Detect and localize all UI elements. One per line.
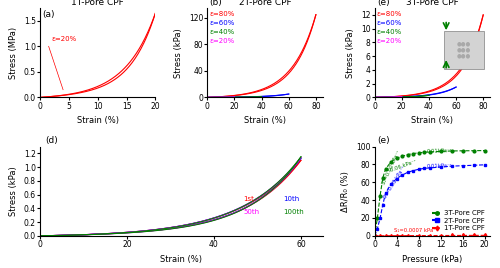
Text: ε=20%: ε=20% — [210, 38, 235, 43]
X-axis label: Strain (%): Strain (%) — [412, 116, 454, 125]
Text: 0.01kPa⁻¹: 0.01kPa⁻¹ — [427, 148, 452, 154]
Text: ε=20%: ε=20% — [377, 38, 402, 43]
Text: ε=80%: ε=80% — [377, 11, 402, 17]
Text: (e): (e) — [377, 0, 390, 7]
Text: 1st: 1st — [244, 196, 254, 202]
Text: S₁=0.08 kPa⁻¹: S₁=0.08 kPa⁻¹ — [383, 165, 407, 199]
Text: ε=60%: ε=60% — [377, 20, 402, 26]
Text: (a): (a) — [42, 10, 55, 19]
Text: S₁=0.60 kPa⁻¹: S₁=0.60 kPa⁻¹ — [381, 149, 402, 185]
Text: 10th: 10th — [283, 196, 300, 202]
X-axis label: Strain (%): Strain (%) — [76, 116, 118, 125]
Text: ε=60%: ε=60% — [210, 20, 235, 26]
X-axis label: Strain (%): Strain (%) — [244, 116, 286, 125]
Y-axis label: ΔR/R₀ (%): ΔR/R₀ (%) — [342, 171, 350, 212]
Y-axis label: Stress (kPa): Stress (kPa) — [9, 166, 18, 216]
Text: ε=40%: ε=40% — [210, 29, 235, 35]
Title: 1T-Pore CPF: 1T-Pore CPF — [72, 0, 124, 7]
Legend: 3T-Pore CPF, 2T-Pore CPF, 1T-Pore CPF: 3T-Pore CPF, 2T-Pore CPF, 1T-Pore CPF — [430, 209, 486, 232]
Y-axis label: Stress (kPa): Stress (kPa) — [346, 28, 356, 77]
X-axis label: Strain (%): Strain (%) — [160, 255, 202, 263]
Text: (e): (e) — [377, 136, 390, 145]
Text: ε=40%: ε=40% — [377, 29, 402, 35]
Y-axis label: Stress (kPa): Stress (kPa) — [174, 28, 183, 77]
Title: 3T-Pore CPF: 3T-Pore CPF — [406, 0, 458, 7]
Text: ε=20%: ε=20% — [52, 36, 77, 42]
Text: ε=80%: ε=80% — [210, 11, 235, 17]
Y-axis label: Stress (MPa): Stress (MPa) — [9, 27, 18, 79]
Text: S₁=0.0007 kPa⁻¹: S₁=0.0007 kPa⁻¹ — [394, 228, 438, 233]
Title: 2T-Pore CPF: 2T-Pore CPF — [238, 0, 292, 7]
Text: 100th: 100th — [283, 209, 304, 215]
Text: (b): (b) — [210, 0, 222, 7]
Text: (d): (d) — [46, 136, 59, 145]
Text: 50th: 50th — [244, 209, 260, 215]
FancyBboxPatch shape — [444, 31, 484, 69]
Text: ●●●
●●●
●●●: ●●● ●●● ●●● — [457, 42, 471, 58]
X-axis label: Pressure (kPa): Pressure (kPa) — [402, 255, 462, 263]
Text: 0.06 kPa⁻¹: 0.06 kPa⁻¹ — [390, 158, 417, 173]
Text: 0.01kPa⁻¹: 0.01kPa⁻¹ — [427, 163, 452, 169]
